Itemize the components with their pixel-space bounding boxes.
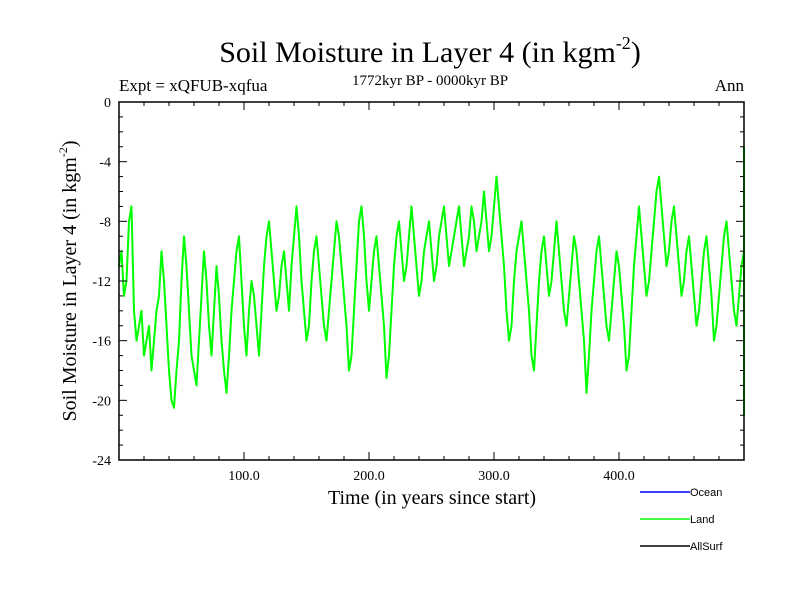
season-label: Ann (715, 76, 745, 95)
chart-title: Soil Moisture in Layer 4 (in kgm-2) (219, 33, 641, 69)
experiment-label: Expt = xQFUB-xqfua (119, 76, 268, 95)
legend-label-land: Land (690, 514, 714, 526)
series-line-land (118, 145, 745, 417)
y-axis-label: Soil Moisture in Layer 4 (in kgm-2) (56, 140, 81, 421)
y-axis-label-close: ) (59, 140, 81, 147)
y-axis-label-main: Soil Moisture in Layer 4 (in kgm (59, 157, 81, 422)
plot-frame (118, 101, 745, 461)
chart-title-superscript: -2 (616, 33, 631, 53)
x-tick-label: 200.0 (353, 469, 385, 484)
y-tick-label: -8 (99, 215, 111, 230)
y-tick-label: -16 (92, 335, 111, 350)
x-ticks: 100.0 200.0 300.0 400.0 (143, 102, 720, 484)
y-tick-label: -12 (92, 275, 111, 290)
chart-title-main: Soil Moisture in Layer 4 (in kgm (219, 36, 616, 69)
time-range-label: 1772kyr BP - 0000kyr BP (352, 73, 508, 89)
y-tick-label: 0 (104, 96, 111, 111)
y-axis-label-superscript: -2 (56, 147, 70, 157)
y-tick-label: -20 (92, 394, 111, 409)
legend: Ocean Land AllSurf (640, 487, 723, 553)
y-ticks: 0 -4 -8 -12 -16 -20 -24 (92, 96, 744, 469)
chart-title-close: ) (631, 36, 641, 69)
legend-label-ocean: Ocean (690, 487, 722, 499)
y-tick-label: -24 (92, 454, 111, 469)
legend-label-allsurf: AllSurf (690, 541, 723, 553)
series-layer (118, 145, 745, 417)
x-tick-label: 400.0 (603, 469, 635, 484)
x-tick-label: 100.0 (228, 469, 260, 484)
plot-area: 100.0 200.0 300.0 400.0 0 -4 -8 -12 -16 -20 -24 (92, 96, 745, 484)
x-axis-label: Time (in years since start) (328, 487, 536, 509)
x-tick-label: 300.0 (478, 469, 510, 484)
y-tick-label: -4 (99, 156, 111, 171)
